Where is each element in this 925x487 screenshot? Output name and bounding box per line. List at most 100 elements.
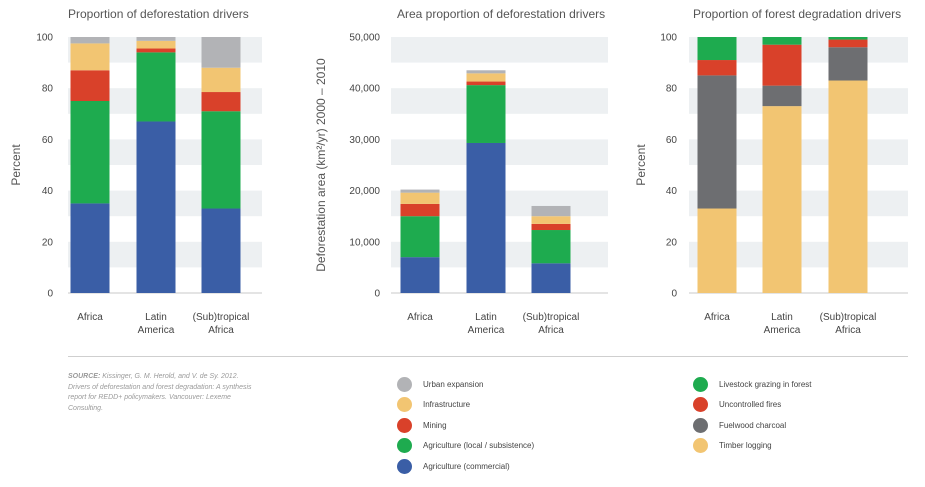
- chart-3: Proportion of forest degradation drivers…: [634, 7, 908, 336]
- legend-label: Mining: [423, 420, 447, 430]
- legend-label: Urban expansion: [423, 379, 484, 389]
- bar-segment-agriculture-local-subsistence: [400, 216, 440, 258]
- y-tick-label: 0: [374, 289, 380, 300]
- bar-segment-urban-expansion: [531, 205, 571, 217]
- legend-degradation: Livestock grazing in forest Uncontrolled …: [693, 374, 812, 456]
- bar-segment-urban-expansion: [70, 37, 110, 44]
- bar-segment-mining: [531, 223, 571, 231]
- bar-segment-urban-expansion: [466, 70, 506, 74]
- legend-swatch: [693, 417, 708, 433]
- x-tick-label: (Sub)tropical: [820, 312, 877, 323]
- legend-label: Infrastructure: [423, 400, 471, 410]
- bar-segment-agriculture-commercial: [201, 208, 241, 293]
- x-tick-label: Africa: [407, 312, 433, 323]
- y-tick-label: 0: [671, 289, 677, 300]
- source-note: SOURCE: Kissinger, G. M. Herold, and V. …: [68, 372, 258, 414]
- bar-segment-uncontrolled-fires: [828, 39, 868, 48]
- bar-segment-agriculture-commercial: [531, 263, 571, 293]
- bar-segment-livestock-grazing-in-forest: [697, 37, 737, 61]
- x-tick-label: America: [764, 325, 801, 336]
- bar-segment-agriculture-local-subsistence: [201, 111, 241, 209]
- y-tick-label: 10,000: [349, 237, 380, 248]
- legend-label: Agriculture (commercial): [423, 461, 510, 471]
- x-tick-label: (Sub)tropical: [523, 312, 580, 323]
- x-tick-label: Latin: [145, 312, 167, 323]
- legend-item-agriculture-local-subsistence: Agriculture (local / subsistence): [397, 436, 534, 457]
- y-tick-label: 80: [42, 84, 54, 95]
- legend-swatch: [693, 376, 708, 392]
- bar-segment-livestock-grazing-in-forest: [828, 37, 868, 40]
- chart-title: Area proportion of deforestation drivers: [397, 7, 605, 21]
- legend-item-livestock-grazing-in-forest: Livestock grazing in forest: [693, 374, 812, 395]
- grid-band: [391, 37, 608, 63]
- legend-item-agriculture-commercial: Agriculture (commercial): [397, 456, 534, 477]
- bar-segment-urban-expansion: [201, 37, 241, 68]
- y-tick-label: 20: [42, 237, 54, 248]
- legend-item-fuelwood-charcoal: Fuelwood charcoal: [693, 415, 812, 436]
- x-tick-label: (Sub)tropical: [193, 312, 250, 323]
- x-tick-label: Africa: [538, 325, 564, 336]
- legend-label: Livestock grazing in forest: [719, 379, 812, 389]
- bar-segment-agriculture-commercial: [136, 121, 176, 293]
- legend-swatch: [397, 458, 412, 474]
- legend-swatch: [693, 397, 708, 413]
- bar-segment-uncontrolled-fires: [762, 44, 802, 86]
- y-axis-label: Deforestation area (km²/yr) 2000 – 2010: [314, 58, 328, 272]
- y-tick-label: 60: [42, 135, 54, 146]
- bar-segment-agriculture-local-subsistence: [136, 52, 176, 122]
- legend-swatch: [397, 397, 412, 413]
- chart-2: Area proportion of deforestation drivers…: [314, 7, 608, 336]
- y-axis-label: Percent: [9, 144, 23, 186]
- source-text: Kissinger, G. M. Herold, and V. de Sy. 2…: [68, 373, 252, 412]
- chart-title: Proportion of forest degradation drivers: [693, 7, 901, 21]
- y-tick-label: 60: [666, 135, 678, 146]
- legend-swatch: [397, 417, 412, 433]
- legend-item-uncontrolled-fires: Uncontrolled fires: [693, 395, 812, 416]
- bar-segment-agriculture-commercial: [70, 203, 110, 293]
- bar-segment-infrastructure: [400, 192, 440, 204]
- legend-item-mining: Mining: [397, 415, 534, 436]
- y-tick-label: 20,000: [349, 186, 380, 197]
- x-tick-label: Latin: [475, 312, 497, 323]
- bar-segment-mining: [70, 70, 110, 101]
- legend-label: Fuelwood charcoal: [719, 420, 787, 430]
- bar-segment-infrastructure: [201, 67, 241, 93]
- bar-segment-urban-expansion: [400, 189, 440, 193]
- y-tick-label: 40: [666, 186, 678, 197]
- y-tick-label: 80: [666, 84, 678, 95]
- bar-segment-timber-logging: [697, 208, 737, 293]
- x-tick-label: Africa: [77, 312, 103, 323]
- legend-deforestation: Urban expansion Infrastructure Mining Agric…: [397, 374, 534, 477]
- bar-segment-fuelwood-charcoal: [762, 85, 802, 107]
- legend-swatch: [397, 438, 412, 454]
- x-tick-label: America: [468, 325, 505, 336]
- legend-label: Timber logging: [719, 441, 772, 451]
- bar-segment-timber-logging: [828, 80, 868, 294]
- source-label: SOURCE:: [68, 373, 101, 380]
- chart-1: Proportion of deforestation drivers Perce…: [9, 7, 262, 336]
- y-tick-label: 100: [660, 33, 677, 44]
- bar-segment-mining: [201, 92, 241, 112]
- y-tick-label: 30,000: [349, 135, 380, 146]
- legend-label: Agriculture (local / subsistence): [423, 441, 535, 451]
- legend-item-infrastructure: Infrastructure: [397, 395, 534, 416]
- x-tick-label: Africa: [208, 325, 234, 336]
- bar-segment-urban-expansion: [136, 37, 176, 41]
- y-tick-label: 20: [666, 237, 678, 248]
- bar-segment-infrastructure: [466, 73, 506, 82]
- y-tick-label: 100: [36, 33, 53, 44]
- legend-swatch: [693, 438, 708, 454]
- legend-item-timber-logging: Timber logging: [693, 436, 812, 457]
- bar-segment-agriculture-commercial: [400, 257, 440, 293]
- y-axis-label: Percent: [634, 144, 648, 186]
- bar-segment-agriculture-local-subsistence: [70, 101, 110, 204]
- chart-title: Proportion of deforestation drivers: [68, 7, 249, 21]
- bar-segment-agriculture-local-subsistence: [466, 85, 506, 143]
- y-tick-label: 40,000: [349, 84, 380, 95]
- divider: [68, 356, 908, 357]
- legend-label: Uncontrolled fires: [719, 400, 782, 410]
- x-tick-label: Africa: [835, 325, 861, 336]
- y-tick-label: 0: [47, 289, 53, 300]
- bar-segment-mining: [136, 48, 176, 53]
- bar-segment-uncontrolled-fires: [697, 60, 737, 76]
